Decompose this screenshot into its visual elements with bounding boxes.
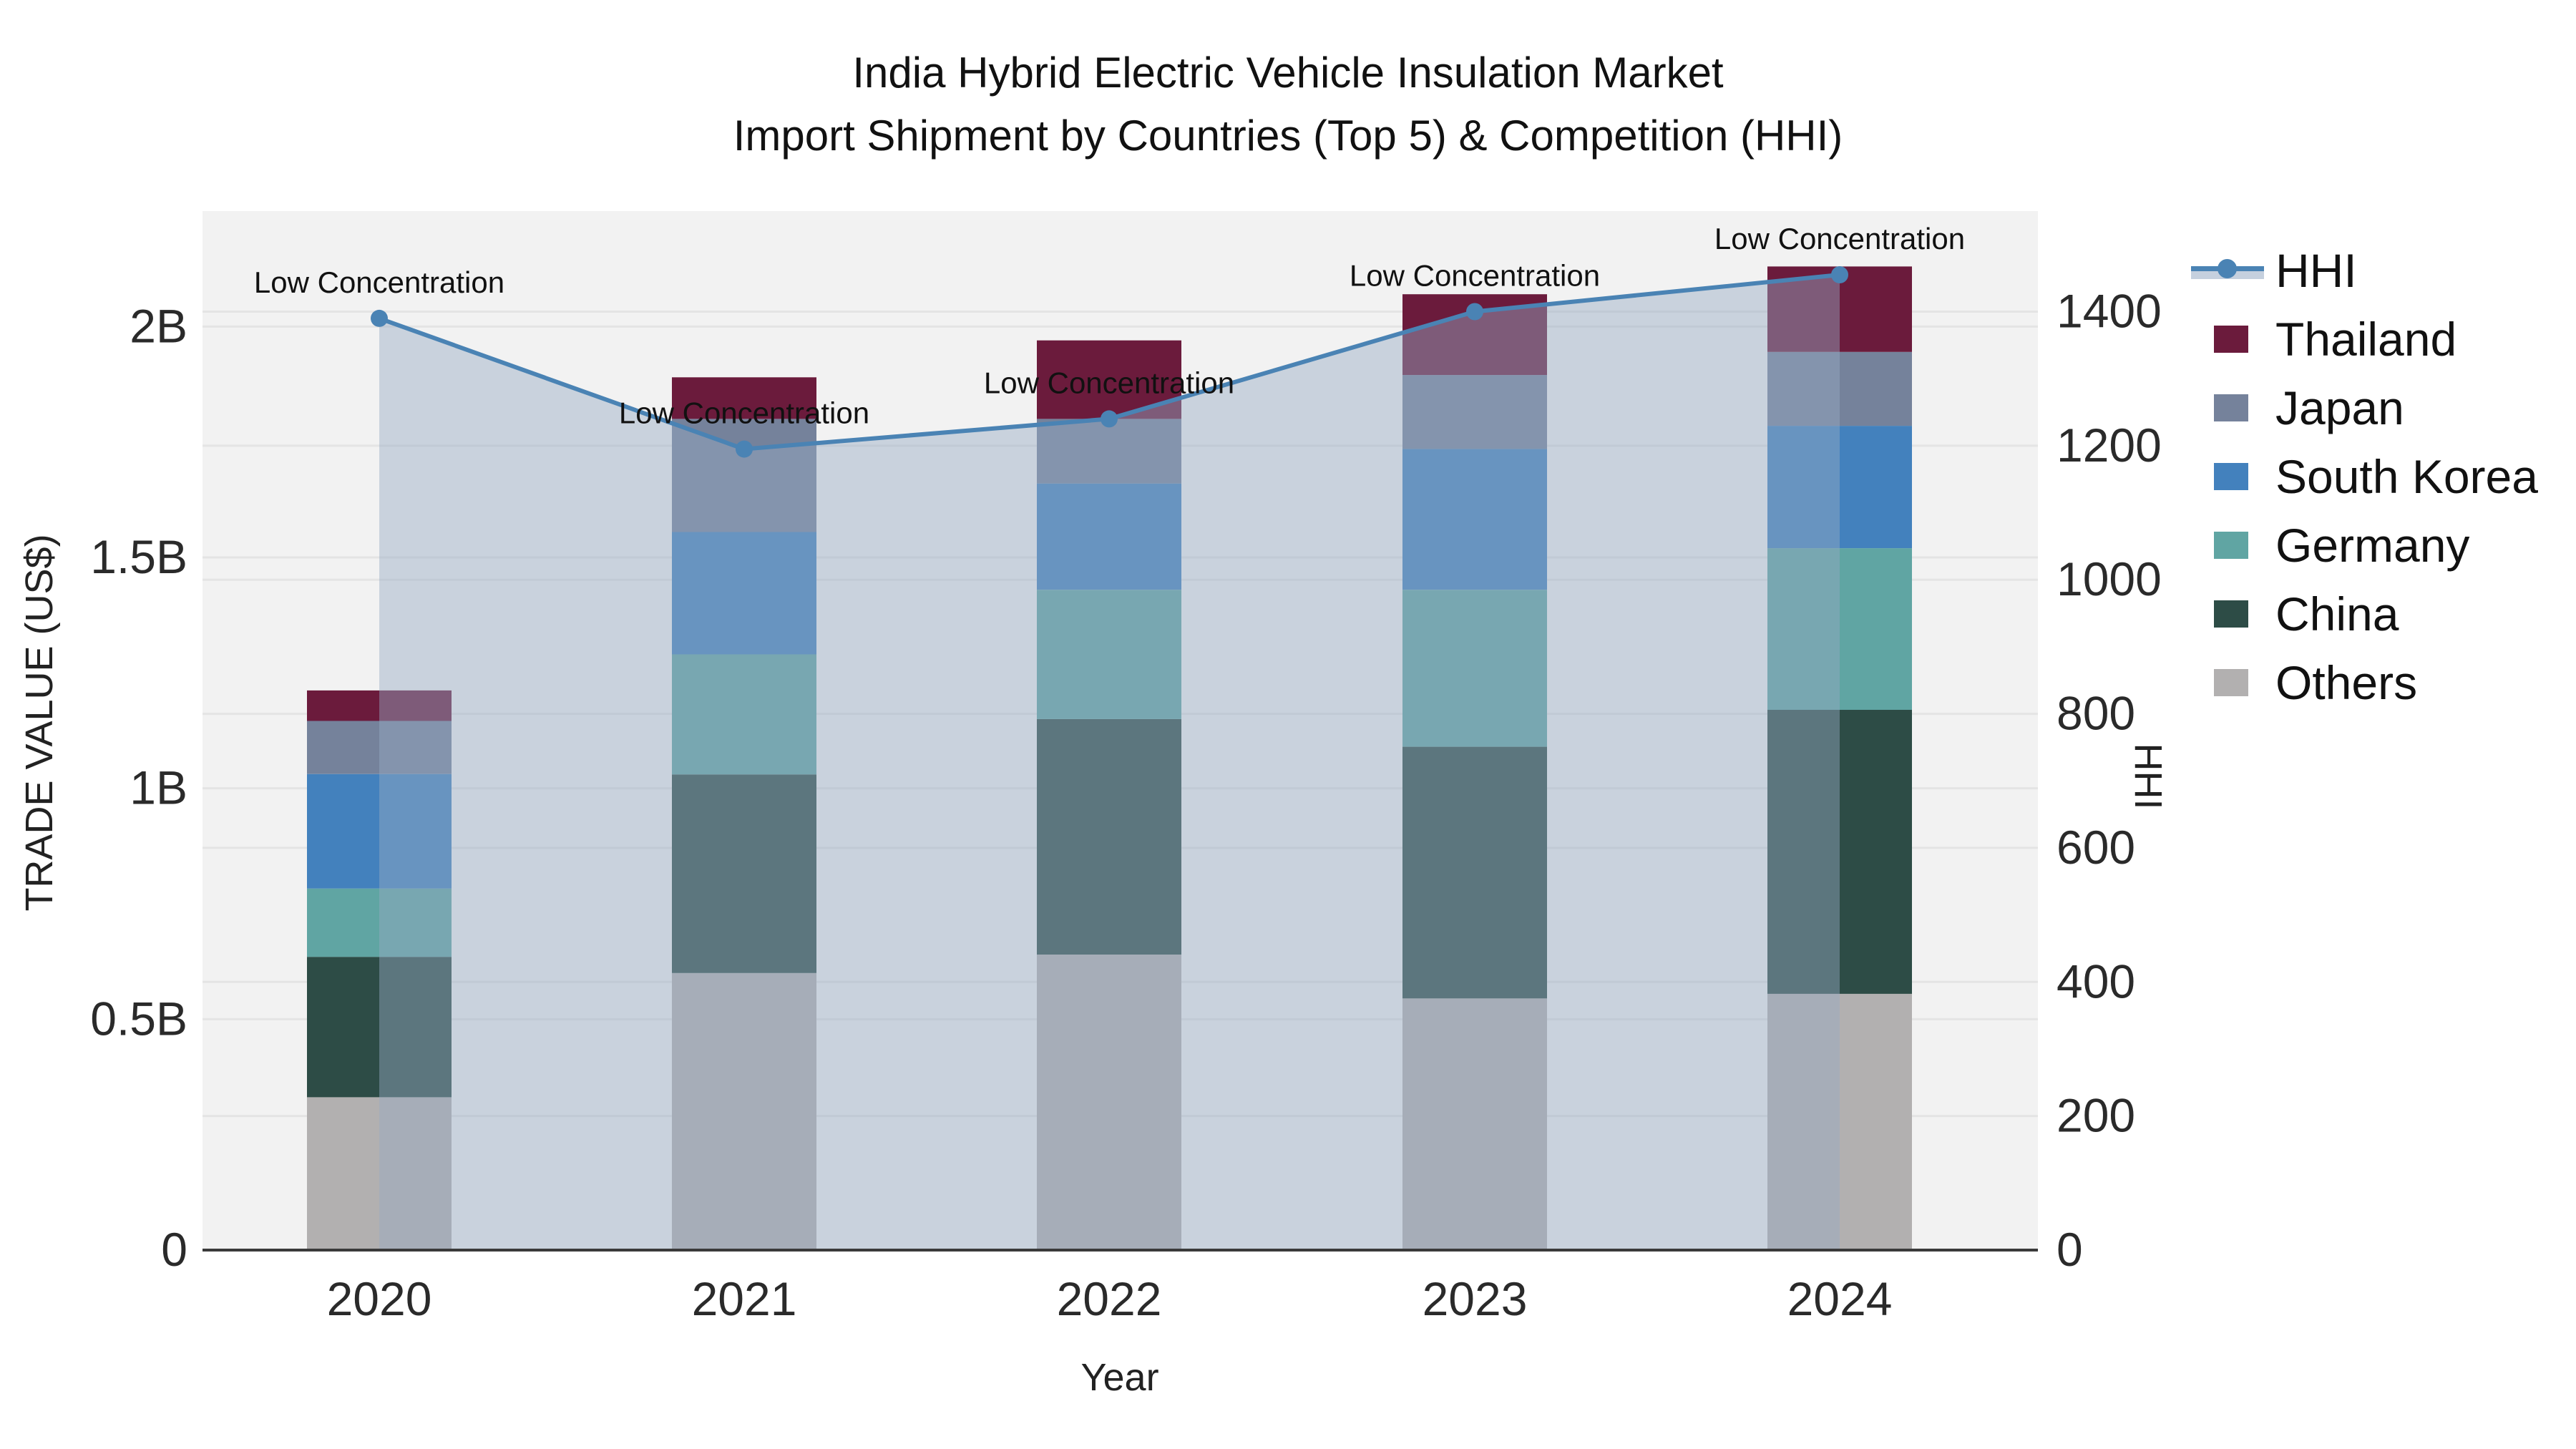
bar-segment-japan-2022 <box>1037 419 1181 484</box>
left-tick-label: 1.5B <box>90 530 187 583</box>
right-tick-label: 600 <box>2057 821 2135 874</box>
x-tick-label-2021: 2021 <box>692 1272 797 1325</box>
annotation-2020: Low Concentration <box>254 265 504 299</box>
right-tick-label: 1000 <box>2057 552 2162 605</box>
legend-item-south-korea[interactable]: South Korea <box>2191 442 2538 511</box>
x-tick-label-2020: 2020 <box>327 1272 432 1325</box>
bar-segment-china-2021 <box>672 774 816 973</box>
annotation-2023: Low Concentration <box>1350 259 1600 293</box>
annotation-2022: Low Concentration <box>984 366 1234 399</box>
x-tick-label-2023: 2023 <box>1423 1272 1528 1325</box>
left-tick-label: 1B <box>130 761 187 814</box>
hhi-marker-2021 <box>736 440 753 458</box>
bar-segment-thailand-2020 <box>307 690 452 721</box>
legend-item-label: Thailand <box>2275 313 2457 366</box>
bar-segment-china-2020 <box>307 957 452 1098</box>
bar-segment-china-2024 <box>1767 710 1912 994</box>
hhi-marker-2020 <box>371 309 388 327</box>
bar-segment-germany-2020 <box>307 888 452 957</box>
legend-hhi-line-swatch <box>2191 256 2264 285</box>
bar-segment-japan-2024 <box>1767 351 1912 426</box>
hhi-marker-2024 <box>1831 266 1848 283</box>
legend: HHI Thailand Japan South Korea Germany China O… <box>2191 236 2538 717</box>
bar-segment-china-2023 <box>1402 746 1547 999</box>
right-tick-label: 200 <box>2057 1089 2135 1142</box>
bar-segment-south-korea-2020 <box>307 774 452 889</box>
bar-segment-others-2020 <box>307 1097 452 1250</box>
chart-title-line1: India Hybrid Electric Vehicle Insulation… <box>852 49 1724 97</box>
chart-title-line2: Import Shipment by Countries (Top 5) & C… <box>733 112 1843 160</box>
x-axis-title: Year <box>1080 1356 1159 1399</box>
left-tick-label: 0.5B <box>90 992 187 1045</box>
legend-color-swatch <box>2214 532 2248 559</box>
chart-title: India Hybrid Electric Vehicle Insulation… <box>0 42 2576 167</box>
bar-segment-germany-2024 <box>1767 548 1912 710</box>
bar-segment-others-2022 <box>1037 955 1181 1250</box>
bar-segment-germany-2023 <box>1402 590 1547 747</box>
legend-item-others[interactable]: Others <box>2191 648 2538 717</box>
legend-item-japan[interactable]: Japan <box>2191 374 2538 442</box>
annotation-2021: Low Concentration <box>619 396 869 430</box>
legend-color-swatch <box>2214 326 2248 353</box>
bar-segment-others-2024 <box>1767 993 1912 1250</box>
legend-item-label: South Korea <box>2275 450 2538 503</box>
legend-color-swatch <box>2214 463 2248 490</box>
legend-item-label: HHI <box>2275 244 2357 297</box>
hhi-area <box>379 275 1840 1250</box>
legend-item-germany[interactable]: Germany <box>2191 511 2538 580</box>
bar-segment-japan-2020 <box>307 721 452 774</box>
hhi-marker-2022 <box>1101 410 1118 428</box>
left-tick-label: 0 <box>161 1223 187 1276</box>
legend-item-label: Others <box>2275 656 2418 709</box>
right-axis-title: HHI <box>2127 743 2170 810</box>
bar-segment-japan-2021 <box>672 419 816 532</box>
bar-segment-south-korea-2022 <box>1037 483 1181 590</box>
legend-item-label: China <box>2275 587 2399 640</box>
bar-segment-germany-2022 <box>1037 590 1181 719</box>
legend-item-hhi[interactable]: HHI <box>2191 236 2538 305</box>
legend-item-thailand[interactable]: Thailand <box>2191 305 2538 374</box>
bar-segment-germany-2021 <box>672 654 816 775</box>
left-axis-title: TRADE VALUE (US$) <box>18 534 61 912</box>
legend-item-label: Japan <box>2275 381 2404 434</box>
bar-segment-south-korea-2024 <box>1767 426 1912 549</box>
legend-item-china[interactable]: China <box>2191 580 2538 648</box>
bar-segment-thailand-2021 <box>672 377 816 419</box>
x-tick-label-2024: 2024 <box>1787 1272 1893 1325</box>
right-tick-label: 800 <box>2057 687 2135 740</box>
x-tick-label-2022: 2022 <box>1057 1272 1162 1325</box>
right-tick-label: 0 <box>2057 1223 2083 1276</box>
bar-segment-south-korea-2023 <box>1402 449 1547 590</box>
bar-segment-others-2021 <box>672 972 816 1250</box>
annotation-2024: Low Concentration <box>1714 222 1965 255</box>
bar-segment-south-korea-2021 <box>672 532 816 655</box>
left-tick-label: 2B <box>130 299 187 352</box>
bar-segment-china-2022 <box>1037 718 1181 955</box>
legend-color-swatch <box>2214 600 2248 628</box>
bar-segment-japan-2023 <box>1402 375 1547 449</box>
right-tick-label: 1400 <box>2057 285 2162 338</box>
right-tick-label: 400 <box>2057 955 2135 1008</box>
hhi-marker-2023 <box>1466 303 1483 321</box>
legend-color-swatch <box>2214 669 2248 696</box>
legend-color-swatch <box>2214 394 2248 421</box>
bar-segment-others-2023 <box>1402 998 1547 1250</box>
right-tick-label: 1200 <box>2057 419 2162 472</box>
legend-item-label: Germany <box>2275 519 2470 572</box>
